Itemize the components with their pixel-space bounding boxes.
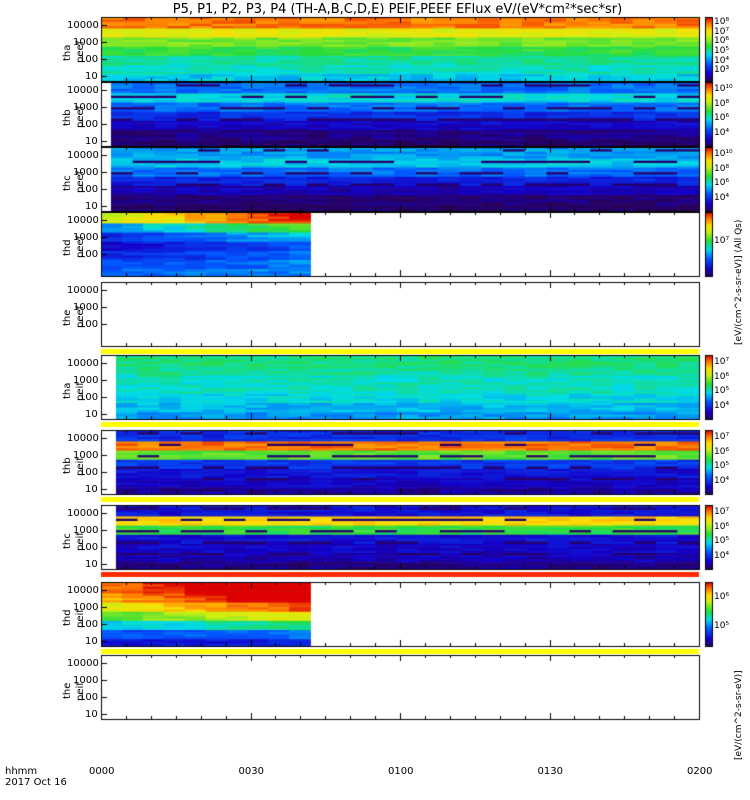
ytick-label: 100 — [79, 53, 99, 65]
colorbar-label: 10⁷ — [714, 236, 730, 246]
panel-label: peef — [75, 235, 86, 258]
ytick-label: 10000 — [67, 507, 99, 519]
ytick-label: 100 — [79, 618, 99, 630]
colorbar-label: 10⁶ — [714, 113, 730, 124]
ytick-label: 10 — [85, 708, 98, 720]
ytick-label: 10 — [85, 200, 98, 212]
ytick-label: 10000 — [67, 149, 99, 161]
colorbar-label: 10¹⁰ — [714, 149, 733, 160]
ytick-label: 100 — [79, 466, 99, 478]
colorbar-label: 10⁵ — [714, 45, 730, 56]
colorbar-label: 10⁶ — [714, 178, 730, 189]
colorbar-label: 10⁷ — [714, 26, 730, 37]
colorbar-label: 10⁴ — [714, 127, 730, 138]
colorbar-label: 10⁸ — [714, 98, 730, 109]
panel-label: thd — [62, 239, 73, 256]
ytick-label: 10 — [85, 635, 98, 647]
colorbar-label: 10⁶ — [714, 446, 730, 457]
ytick-label: 10 — [85, 408, 98, 420]
colorbar-label: 10⁸ — [714, 163, 730, 174]
colorbar-label: 10⁵ — [714, 536, 730, 547]
colorbar-label: 10⁴ — [714, 475, 730, 486]
colorbar-units-top: [eV/(cm^2-s-sr-eV)] (All Qs) — [734, 219, 744, 345]
ytick-label: 10000 — [67, 584, 99, 596]
ytick-label: 1000 — [73, 674, 99, 686]
panel-label: peif — [75, 532, 86, 551]
xtick-label: 0100 — [388, 766, 414, 777]
colorbar-label: 10⁴ — [714, 400, 730, 411]
xtick-label: 0130 — [537, 766, 563, 777]
ytick-label: 100 — [79, 248, 99, 260]
chart-title: P5, P1, P2, P3, P4 (TH-A,B,C,D,E) PEIF,P… — [172, 2, 623, 17]
colorbar-label: 10⁵ — [714, 620, 730, 631]
xaxis-label: hhmm — [5, 766, 38, 777]
ytick-label: 10000 — [67, 84, 99, 96]
colorbar-label: 10¹⁰ — [714, 84, 733, 95]
panel-label: thb — [62, 457, 73, 474]
ytick-label: 10 — [85, 70, 98, 82]
ytick-label: 1000 — [73, 601, 99, 613]
colorbar-label: 10⁶ — [714, 521, 730, 532]
ytick-label: 1000 — [73, 374, 99, 386]
panel-label: thb — [62, 109, 73, 126]
ytick-label: 10000 — [67, 357, 99, 369]
ytick-label: 10 — [85, 483, 98, 495]
ytick-label: 10000 — [67, 432, 99, 444]
colorbar-label: 10⁷ — [714, 507, 730, 518]
colorbar-label: 10⁴ — [714, 550, 730, 561]
xtick-label: 0200 — [687, 766, 713, 777]
panel-label: thd — [62, 609, 73, 626]
panel-label: thc — [62, 533, 73, 549]
panel-label: peef — [75, 105, 86, 128]
ytick-label: 100 — [79, 391, 99, 403]
colorbar-label: 10⁶ — [714, 591, 730, 602]
colorbar-label: 10⁵ — [714, 386, 730, 397]
xaxis-label: 2017 Oct 16 — [5, 777, 67, 788]
colorbar-label: 10⁴ — [714, 192, 730, 203]
ytick-label: 100 — [79, 183, 99, 195]
panel-label: peef — [75, 305, 86, 328]
colorbar-label: 10⁶ — [714, 36, 730, 47]
ytick-label: 100 — [79, 118, 99, 130]
ytick-label: 100 — [79, 541, 99, 553]
ytick-label: 10 — [85, 135, 98, 147]
ytick-label: 100 — [79, 691, 99, 703]
panel-label: peef — [75, 40, 86, 63]
ytick-label: 1000 — [73, 231, 99, 243]
colorbar-label: 10³ — [714, 65, 730, 76]
ytick-label: 10000 — [67, 19, 99, 31]
ytick-label: 10 — [85, 558, 98, 570]
ytick-label: 100 — [79, 318, 99, 330]
xtick-label: 0030 — [238, 766, 264, 777]
panel-label: thc — [62, 175, 73, 191]
colorbar-label: 10⁸ — [714, 16, 730, 27]
ytick-label: 1000 — [73, 36, 99, 48]
ytick-label: 1000 — [73, 166, 99, 178]
panel-label: peif — [75, 382, 86, 401]
colorbar-label: 10⁶ — [714, 371, 730, 382]
ytick-label: 10000 — [67, 657, 99, 669]
colorbar-label: 10⁵ — [714, 461, 730, 472]
panel-label: peif — [75, 457, 86, 476]
panel-label: peif — [75, 682, 86, 701]
colorbar-units-bottom: [eV/(cm^2-s-sr-eV)] — [734, 670, 744, 760]
ytick-label: 1000 — [73, 101, 99, 113]
panel-label: tha — [62, 44, 73, 61]
ytick-label: 1000 — [73, 449, 99, 461]
colorbar-label: 10⁴ — [714, 55, 730, 66]
panel-label: peef — [75, 170, 86, 193]
colorbar-label: 10⁷ — [714, 357, 730, 368]
colorbar-label: 10⁷ — [714, 432, 730, 443]
panel-label: the — [62, 309, 73, 326]
panel-label: peif — [75, 609, 86, 628]
panel-label: the — [62, 682, 73, 699]
ytick-label: 10000 — [67, 214, 99, 226]
panel-label: tha — [62, 382, 73, 399]
ytick-label: 1000 — [73, 524, 99, 536]
xtick-label: 0000 — [89, 766, 115, 777]
ytick-label: 10000 — [67, 284, 99, 296]
ytick-label: 1000 — [73, 301, 99, 313]
